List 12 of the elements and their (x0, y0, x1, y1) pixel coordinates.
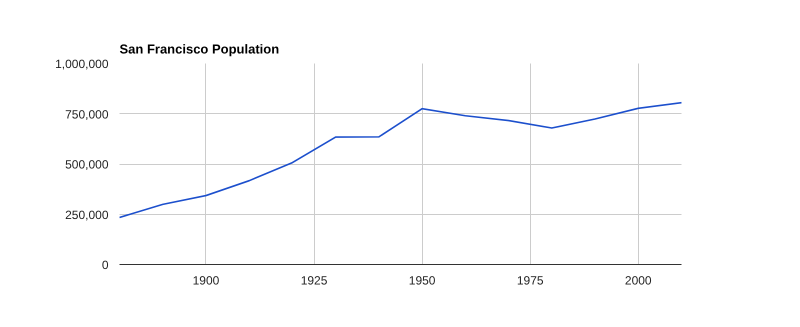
y-tick-label: 0 (102, 258, 109, 272)
y-tick-label: 1,000,000 (55, 57, 109, 71)
chart-title: San Francisco Population (120, 42, 280, 56)
line-series (120, 102, 682, 218)
x-tick-label: 1950 (408, 274, 436, 288)
y-tick-label: 500,000 (65, 158, 109, 172)
x-tick-label: 1925 (300, 274, 328, 288)
x-tick-label: 1900 (192, 274, 220, 288)
x-tick-label: 1975 (516, 274, 544, 288)
y-tick-label: 250,000 (65, 208, 109, 222)
y-tick-label: 750,000 (65, 107, 109, 122)
x-tick-label: 2000 (624, 274, 652, 288)
